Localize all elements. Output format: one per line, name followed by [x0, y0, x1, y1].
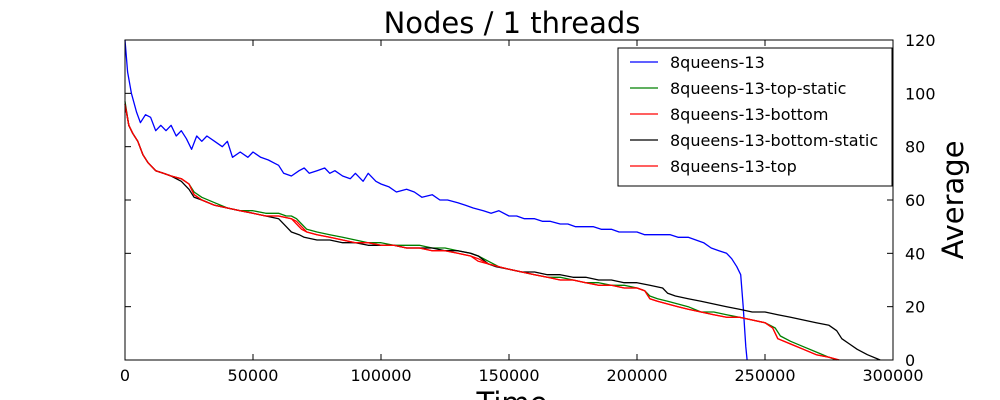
legend-label: 8queens-13-top	[670, 157, 797, 176]
y-axis-label: Average	[936, 140, 970, 259]
y-tick-label: 20	[905, 298, 925, 317]
legend: 8queens-13 8queens-13-top-static 8queens-1…	[618, 48, 892, 186]
legend-label: 8queens-13	[670, 53, 765, 72]
y-tick-label: 100	[905, 84, 936, 103]
x-tick-label: 0	[120, 366, 130, 385]
x-tick-label: 150000	[478, 366, 539, 385]
legend-label: 8queens-13-bottom	[670, 105, 828, 124]
x-tick-label: 250000	[734, 366, 795, 385]
y-tick-label: 120	[905, 31, 936, 50]
x-axis-label: Time	[476, 386, 548, 400]
legend-label: 8queens-13-bottom-static	[670, 131, 878, 150]
chart-title: Nodes / 1 threads	[384, 6, 641, 40]
legend-label: 8queens-13-top-static	[670, 79, 846, 98]
y-tick-label: 80	[905, 138, 925, 157]
x-tick-label: 100000	[350, 366, 411, 385]
y-tick-label: 0	[905, 351, 915, 370]
y-tick-label: 60	[905, 191, 925, 210]
x-tick-label: 200000	[606, 366, 667, 385]
y-tick-label: 40	[905, 244, 925, 263]
x-tick-label: 50000	[228, 366, 279, 385]
